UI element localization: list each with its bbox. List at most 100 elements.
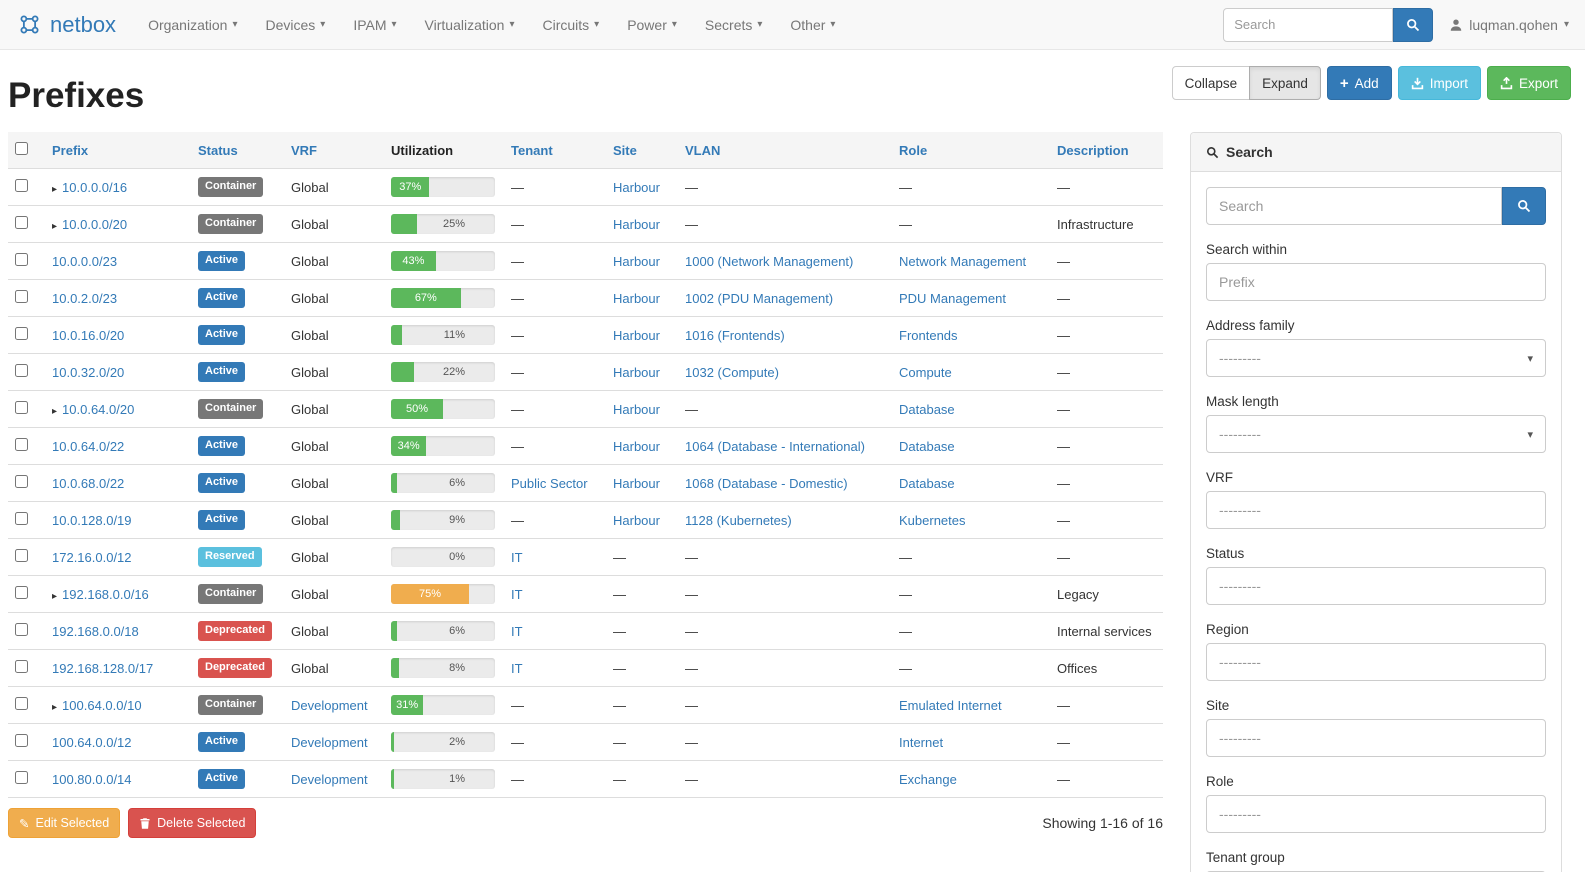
column-header-vlan[interactable]: VLAN <box>677 132 891 169</box>
edit-selected-button[interactable]: ✎ Edit Selected <box>8 808 121 838</box>
vrf-link[interactable]: Development <box>291 771 368 787</box>
role-link[interactable]: Compute <box>899 364 952 380</box>
row-checkbox[interactable] <box>15 364 28 377</box>
tenant-link[interactable]: IT <box>511 549 523 565</box>
nav-item-ipam[interactable]: IPAM ▾ <box>339 0 410 49</box>
row-checkbox[interactable] <box>15 660 28 673</box>
filter-search-button[interactable] <box>1502 187 1546 225</box>
prefix-link[interactable]: 10.0.0.0/20 <box>62 216 128 232</box>
site-link[interactable]: Harbour <box>613 475 660 491</box>
filter-input-region[interactable] <box>1206 643 1546 681</box>
prefix-link[interactable]: 100.64.0.0/10 <box>62 697 142 713</box>
row-checkbox[interactable] <box>15 179 28 192</box>
vlan-link[interactable]: 1002 (PDU Management) <box>685 290 834 306</box>
prefix-link[interactable]: 10.0.128.0/19 <box>52 512 132 528</box>
prefix-link[interactable]: 10.0.64.0/20 <box>62 401 135 417</box>
prefix-link[interactable]: 100.64.0.0/12 <box>52 734 132 750</box>
column-header-tenant[interactable]: Tenant <box>503 132 605 169</box>
netbox-brand[interactable]: netbox <box>16 11 116 38</box>
prefix-link[interactable]: 10.0.68.0/22 <box>52 475 125 491</box>
row-checkbox[interactable] <box>15 401 28 414</box>
nav-item-other[interactable]: Other ▾ <box>776 0 849 49</box>
row-checkbox[interactable] <box>15 697 28 710</box>
vlan-link[interactable]: 1000 (Network Management) <box>685 253 854 269</box>
expand-toggle-icon[interactable]: ▸ <box>52 183 58 195</box>
role-link[interactable]: Emulated Internet <box>899 697 1002 713</box>
column-header-role[interactable]: Role <box>891 132 1049 169</box>
add-button[interactable]: + Add <box>1326 66 1392 100</box>
role-link[interactable]: Database <box>899 438 955 454</box>
site-link[interactable]: Harbour <box>613 179 660 195</box>
role-link[interactable]: Database <box>899 475 955 491</box>
filter-input-role[interactable] <box>1206 795 1546 833</box>
role-link[interactable]: Kubernetes <box>899 512 966 528</box>
tenant-link[interactable]: IT <box>511 623 523 639</box>
row-checkbox[interactable] <box>15 475 28 488</box>
expand-button[interactable]: Expand <box>1249 66 1321 100</box>
row-checkbox[interactable] <box>15 586 28 599</box>
nav-item-devices[interactable]: Devices ▾ <box>251 0 339 49</box>
filter-select-mask-length[interactable]: --------- ▾ <box>1206 415 1546 453</box>
role-link[interactable]: Frontends <box>899 327 958 343</box>
column-header-status[interactable]: Status <box>190 132 283 169</box>
role-link[interactable]: PDU Management <box>899 290 1006 306</box>
row-checkbox[interactable] <box>15 549 28 562</box>
select-all-checkbox[interactable] <box>15 142 28 155</box>
filter-input-site[interactable] <box>1206 719 1546 757</box>
site-link[interactable]: Harbour <box>613 401 660 417</box>
vlan-link[interactable]: 1016 (Frontends) <box>685 327 785 343</box>
global-search-input[interactable] <box>1223 7 1394 42</box>
nav-item-power[interactable]: Power ▾ <box>613 0 691 49</box>
role-link[interactable]: Internet <box>899 734 944 750</box>
prefix-link[interactable]: 192.168.0.0/18 <box>52 623 139 639</box>
nav-item-secrets[interactable]: Secrets ▾ <box>691 0 777 49</box>
delete-selected-button[interactable]: Delete Selected <box>128 808 257 838</box>
expand-toggle-icon[interactable]: ▸ <box>52 220 58 232</box>
expand-toggle-icon[interactable]: ▸ <box>52 590 58 602</box>
user-menu[interactable]: luqman.qohen ▾ <box>1449 17 1569 33</box>
expand-toggle-icon[interactable]: ▸ <box>52 701 58 713</box>
row-checkbox[interactable] <box>15 216 28 229</box>
filter-select-address-family[interactable]: --------- ▾ <box>1206 339 1546 377</box>
column-header-vrf[interactable]: VRF <box>283 132 383 169</box>
row-checkbox[interactable] <box>15 253 28 266</box>
role-link[interactable]: Network Management <box>899 253 1027 269</box>
prefix-link[interactable]: 10.0.16.0/20 <box>52 327 125 343</box>
nav-item-virtualization[interactable]: Virtualization ▾ <box>411 0 529 49</box>
filter-input-search-within[interactable] <box>1206 263 1546 301</box>
column-header-prefix[interactable]: Prefix <box>44 132 190 169</box>
prefix-link[interactable]: 172.16.0.0/12 <box>52 549 132 565</box>
prefix-link[interactable]: 192.168.128.0/17 <box>52 660 154 676</box>
import-button[interactable]: Import <box>1397 66 1481 100</box>
vlan-link[interactable]: 1064 (Database - International) <box>685 438 865 454</box>
row-checkbox[interactable] <box>15 290 28 303</box>
filter-search-input[interactable] <box>1206 187 1502 225</box>
prefix-link[interactable]: 192.168.0.0/16 <box>62 586 149 602</box>
role-link[interactable]: Exchange <box>899 771 957 787</box>
nav-item-organization[interactable]: Organization ▾ <box>134 0 251 49</box>
tenant-link[interactable]: Public Sector <box>511 475 588 491</box>
global-search-button[interactable] <box>1393 7 1434 42</box>
prefix-link[interactable]: 10.0.2.0/23 <box>52 290 118 306</box>
expand-toggle-icon[interactable]: ▸ <box>52 405 58 417</box>
role-link[interactable]: Database <box>899 401 955 417</box>
row-checkbox[interactable] <box>15 623 28 636</box>
filter-input-status[interactable] <box>1206 567 1546 605</box>
vlan-link[interactable]: 1128 (Kubernetes) <box>685 512 792 528</box>
prefix-link[interactable]: 10.0.0.0/23 <box>52 253 118 269</box>
filter-input-vrf[interactable] <box>1206 491 1546 529</box>
prefix-link[interactable]: 100.80.0.0/14 <box>52 771 132 787</box>
tenant-link[interactable]: IT <box>511 586 523 602</box>
site-link[interactable]: Harbour <box>613 253 660 269</box>
vrf-link[interactable]: Development <box>291 697 368 713</box>
site-link[interactable]: Harbour <box>613 290 660 306</box>
collapse-button[interactable]: Collapse <box>1171 66 1251 100</box>
column-header-site[interactable]: Site <box>605 132 677 169</box>
site-link[interactable]: Harbour <box>613 216 660 232</box>
row-checkbox[interactable] <box>15 438 28 451</box>
prefix-link[interactable]: 10.0.64.0/22 <box>52 438 125 454</box>
nav-item-circuits[interactable]: Circuits ▾ <box>528 0 613 49</box>
row-checkbox[interactable] <box>15 771 28 784</box>
vlan-link[interactable]: 1068 (Database - Domestic) <box>685 475 848 491</box>
row-checkbox[interactable] <box>15 327 28 340</box>
